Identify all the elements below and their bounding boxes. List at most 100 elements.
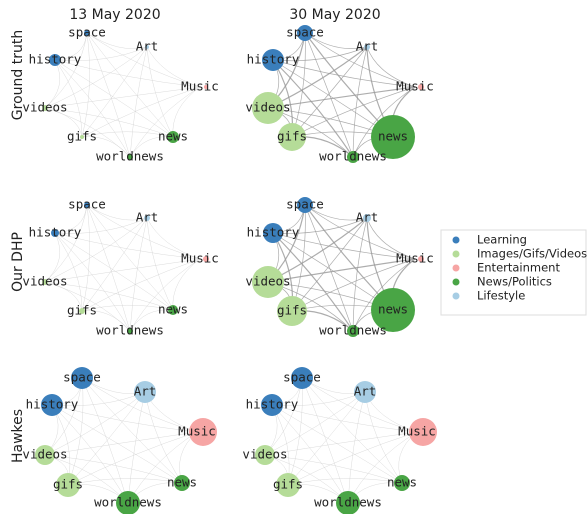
edge: [44, 258, 201, 283]
edge: [264, 454, 403, 484]
node: [116, 491, 140, 514]
legend-marker: [452, 278, 460, 286]
node-label: news: [378, 302, 408, 317]
edge: [146, 217, 174, 311]
edge: [352, 86, 416, 158]
edge: [44, 204, 88, 283]
edge: [86, 204, 174, 311]
edge: [51, 404, 129, 504]
node: [35, 445, 55, 465]
edge: [287, 478, 403, 486]
edge: [67, 391, 146, 486]
node: [394, 475, 410, 491]
edge: [364, 391, 403, 484]
node: [297, 25, 313, 41]
node-label: Music: [181, 79, 219, 94]
edge: [366, 46, 416, 88]
node: [134, 381, 156, 403]
edge: [81, 377, 198, 433]
node-label: history: [247, 225, 300, 240]
legend-marker: [452, 292, 460, 300]
node: [371, 115, 415, 159]
node: [354, 381, 376, 403]
node-label: worldnews: [319, 149, 387, 164]
edge: [81, 377, 183, 484]
edge: [129, 46, 148, 158]
edge: [86, 32, 148, 49]
edge: [67, 377, 84, 486]
edge: [86, 204, 148, 221]
node-label: videos: [22, 447, 67, 462]
node-label: worldnews: [319, 323, 387, 338]
node-label: videos: [245, 274, 290, 289]
edge: [146, 217, 201, 260]
node-label: news: [378, 129, 408, 144]
node: [261, 394, 283, 416]
edge: [44, 281, 131, 332]
edge: [304, 32, 354, 158]
node: [276, 473, 300, 497]
edge: [81, 310, 131, 332]
legend-marker: [452, 236, 460, 244]
edge: [81, 86, 201, 138]
node: [144, 215, 150, 221]
edge: [81, 304, 174, 312]
edge: [86, 32, 174, 138]
node-label: gifs: [53, 477, 83, 492]
edge: [67, 478, 183, 486]
node: [371, 288, 415, 332]
node-label: videos: [22, 274, 67, 289]
edge: [301, 377, 418, 433]
edge: [129, 86, 201, 158]
node: [418, 84, 424, 90]
node: [51, 229, 59, 237]
node: [168, 305, 178, 315]
node-label: Art: [356, 39, 379, 54]
node: [203, 256, 209, 262]
node: [336, 491, 360, 514]
node-label: news: [387, 475, 417, 490]
edge: [304, 204, 354, 332]
node-label: videos: [22, 100, 67, 115]
node: [56, 473, 80, 497]
edge: [304, 32, 416, 88]
node-label: space: [283, 370, 321, 385]
edge: [291, 86, 416, 138]
node: [364, 44, 370, 50]
edge: [44, 107, 131, 158]
node-label: Art: [356, 210, 379, 225]
row-title: Ground truth: [10, 30, 26, 120]
edge: [44, 32, 88, 109]
node-label: Music: [178, 424, 216, 439]
node-label: history: [246, 397, 299, 412]
edge: [67, 431, 198, 486]
legend-label: Learning: [477, 233, 527, 247]
node-label: worldnews: [314, 495, 382, 510]
legend-box: [440, 229, 587, 316]
legend-label: Images/Gifs/Videos: [477, 247, 587, 261]
node: [409, 418, 437, 446]
edge: [267, 86, 416, 109]
edges: [44, 32, 418, 504]
node-label: videos: [242, 447, 287, 462]
node-label: Art: [354, 384, 377, 399]
edge: [272, 217, 368, 234]
edge: [129, 217, 148, 332]
edge: [271, 404, 349, 504]
node: [84, 202, 90, 208]
node-label: history: [29, 52, 82, 67]
edge: [287, 391, 366, 486]
edge: [86, 32, 131, 158]
edge: [44, 391, 146, 456]
edge: [54, 59, 131, 158]
node: [167, 131, 179, 143]
node-label: Music: [396, 251, 434, 266]
edge: [54, 232, 131, 332]
edge: [44, 232, 61, 283]
node: [127, 154, 133, 160]
edge: [146, 46, 201, 88]
edge: [86, 32, 201, 88]
edge: [287, 431, 418, 486]
node: [347, 325, 359, 337]
